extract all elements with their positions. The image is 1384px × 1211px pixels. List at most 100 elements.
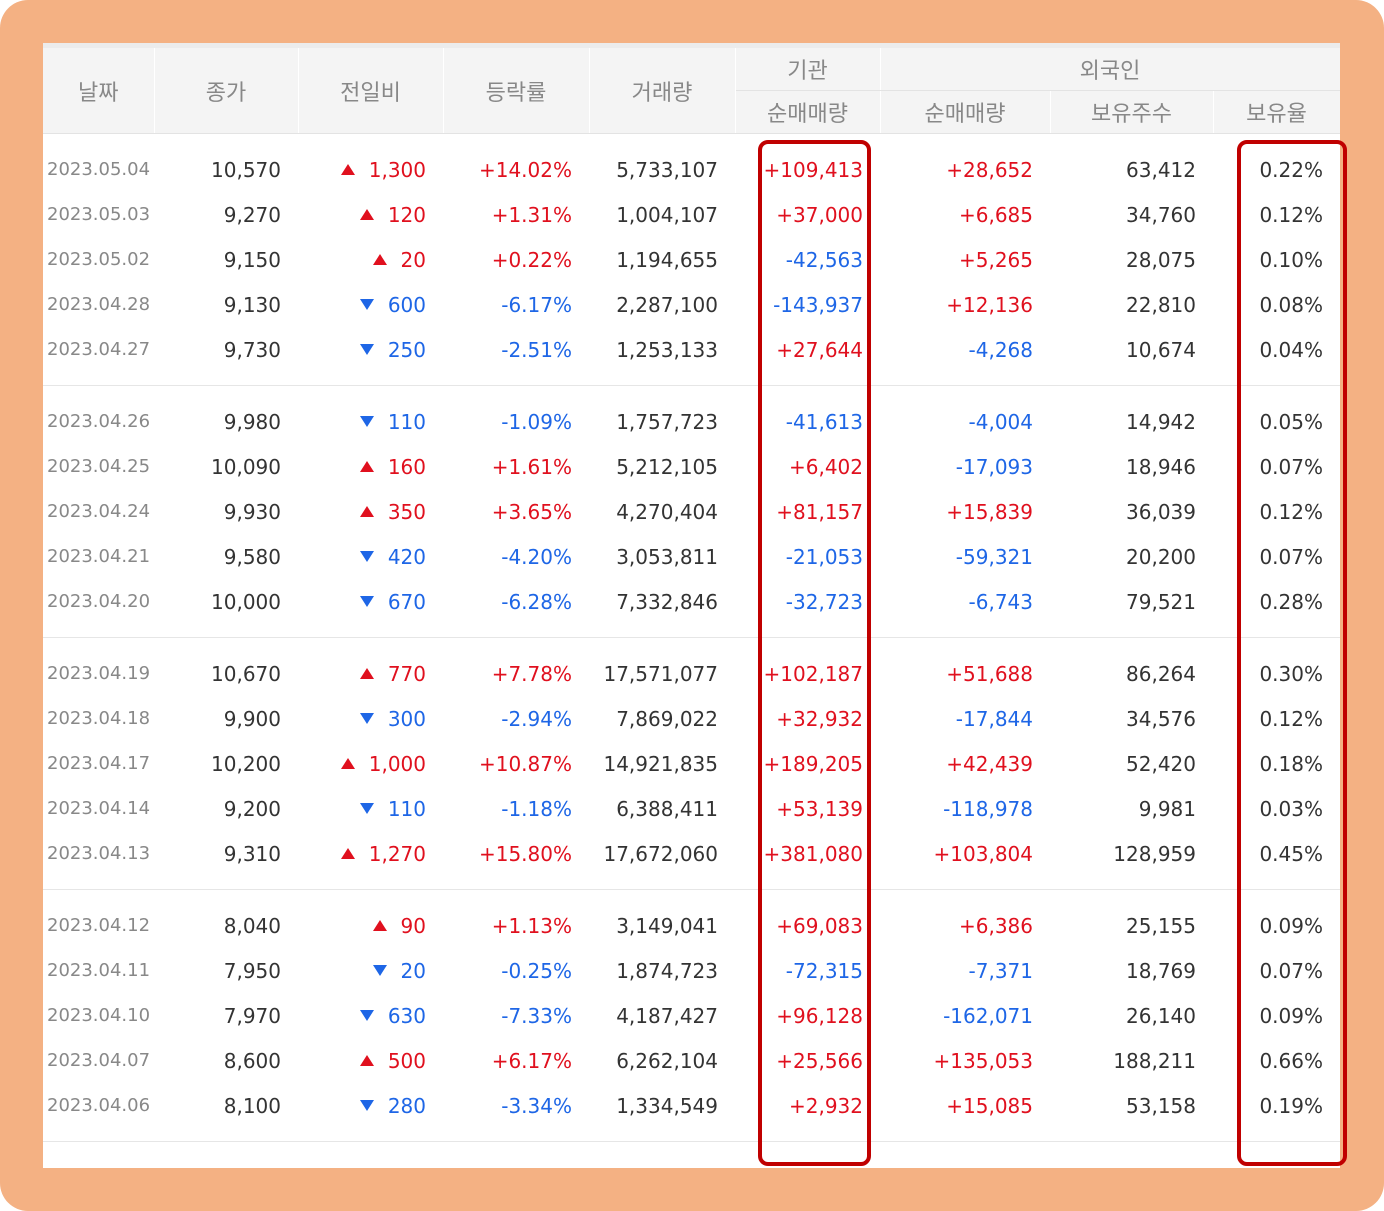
- cell-foreign-shares: 63,412: [1126, 157, 1196, 182]
- header-foreign: 외국인: [880, 48, 1340, 91]
- cell-volume: 1,874,723: [616, 958, 718, 983]
- cell-close: 10,000: [211, 589, 281, 614]
- header-rate: 등락률: [443, 48, 590, 134]
- cell-institution-net: +6,402: [788, 454, 863, 479]
- cell-foreign-net: +103,804: [933, 841, 1033, 866]
- triangle-up-icon: [372, 253, 387, 265]
- change-value: 350: [387, 499, 426, 524]
- cell-foreign-net: +135,053: [933, 1048, 1033, 1073]
- cell-change: 420: [298, 534, 443, 579]
- cell-date: 2023.05.02: [47, 249, 151, 270]
- cell-close: 9,150: [223, 247, 281, 272]
- cell-volume: 1,334,549: [616, 1093, 718, 1118]
- cell-foreign-net: -118,978: [943, 796, 1033, 821]
- triangle-up-icon: [340, 757, 355, 769]
- change-value: 90: [400, 913, 426, 938]
- cell-rate: +14.02%: [478, 157, 572, 182]
- triangle-up-icon: [359, 505, 374, 517]
- cell-change: 20: [298, 948, 443, 993]
- cell-rate: +1.13%: [491, 913, 572, 938]
- triangle-down-icon: [359, 802, 374, 814]
- cell-foreign-ratio: 0.12%: [1259, 202, 1323, 227]
- cell-date: 2023.04.19: [47, 663, 151, 684]
- cell-volume: 2,287,100: [616, 292, 718, 317]
- table-row: 2023.04.11 7,950 20 -0.25% 1,874,723 -72,315 -…: [43, 948, 1340, 993]
- change-value: 600: [387, 292, 426, 317]
- cell-foreign-net: +5,265: [958, 247, 1033, 272]
- table-row: 2023.04.21 9,580 420 -4.20% 3,053,811 -21,053…: [43, 534, 1340, 579]
- cell-close: 9,580: [223, 544, 281, 569]
- cell-close: 10,570: [211, 157, 281, 182]
- cell-institution-net: -41,613: [785, 409, 863, 434]
- table-row: 2023.04.13 9,310 1,270 +15.80% 17,672,060 +38…: [43, 831, 1340, 876]
- header-close: 종가: [154, 48, 299, 134]
- cell-foreign-shares: 9,981: [1138, 796, 1196, 821]
- cell-date: 2023.04.28: [47, 294, 151, 315]
- cell-date: 2023.04.27: [47, 339, 151, 360]
- table-row: 2023.04.07 8,600 500 +6.17% 6,262,104 +25,566…: [43, 1038, 1340, 1083]
- cell-date: 2023.04.11: [47, 960, 151, 981]
- table-header: 날짜 종가 전일비 등락률 거래량 기관 외국인 순매매량 순매매량 보유주수 …: [43, 43, 1340, 134]
- cell-rate: +1.31%: [491, 202, 572, 227]
- cell-volume: 1,757,723: [616, 409, 718, 434]
- cell-close: 9,310: [223, 841, 281, 866]
- change-value: 120: [387, 202, 426, 227]
- cell-rate: -4.20%: [501, 544, 572, 569]
- cell-foreign-ratio: 0.28%: [1259, 589, 1323, 614]
- table-row: 2023.04.06 8,100 280 -3.34% 1,334,549 +2,932 +…: [43, 1083, 1340, 1128]
- cell-foreign-net: +28,652: [946, 157, 1033, 182]
- table-row: 2023.04.10 7,970 630 -7.33% 4,187,427 +96,128…: [43, 993, 1340, 1038]
- table-row: 2023.04.20 10,000 670 -6.28% 7,332,846 -32,72…: [43, 579, 1340, 624]
- cell-foreign-net: +42,439: [946, 751, 1033, 776]
- cell-close: 8,600: [223, 1048, 281, 1073]
- cell-change: 250: [298, 327, 443, 372]
- cell-rate: +1.61%: [491, 454, 572, 479]
- investor-trading-table-panel: 날짜 종가 전일비 등락률 거래량 기관 외국인 순매매량 순매매량 보유주수 …: [43, 43, 1340, 1168]
- triangle-up-icon: [340, 163, 355, 175]
- cell-date: 2023.04.20: [47, 591, 151, 612]
- cell-institution-net: +109,413: [763, 157, 863, 182]
- change-value: 420: [387, 544, 426, 569]
- cell-institution-net: +69,083: [776, 913, 863, 938]
- cell-volume: 7,869,022: [616, 706, 718, 731]
- table-row: 2023.05.03 9,270 120 +1.31% 1,004,107 +37,000…: [43, 192, 1340, 237]
- cell-rate: -2.51%: [501, 337, 572, 362]
- triangle-down-icon: [359, 1099, 374, 1111]
- change-value: 250: [387, 337, 426, 362]
- triangle-down-icon: [359, 298, 374, 310]
- cell-institution-net: +96,128: [776, 1003, 863, 1028]
- cell-foreign-net: +12,136: [946, 292, 1033, 317]
- cell-date: 2023.04.26: [47, 411, 151, 432]
- table-row: 2023.05.02 9,150 20 +0.22% 1,194,655 -42,563 +…: [43, 237, 1340, 282]
- cell-change: 110: [298, 399, 443, 444]
- cell-close: 9,980: [223, 409, 281, 434]
- cell-date: 2023.04.18: [47, 708, 151, 729]
- header-institution-net: 순매매량: [735, 90, 881, 134]
- cell-close: 7,970: [223, 1003, 281, 1028]
- cell-foreign-shares: 18,769: [1126, 958, 1196, 983]
- triangle-up-icon: [372, 919, 387, 931]
- cell-change: 160: [298, 444, 443, 489]
- triangle-down-icon: [359, 595, 374, 607]
- cell-volume: 5,212,105: [616, 454, 718, 479]
- triangle-up-icon: [359, 460, 374, 472]
- cell-volume: 6,262,104: [616, 1048, 718, 1073]
- cell-date: 2023.04.10: [47, 1005, 151, 1026]
- cell-foreign-ratio: 0.12%: [1259, 706, 1323, 731]
- table-row: 2023.04.26 9,980 110 -1.09% 1,757,723 -41,613…: [43, 399, 1340, 444]
- table-row: 2023.04.28 9,130 600 -6.17% 2,287,100 -143,93…: [43, 282, 1340, 327]
- cell-institution-net: -32,723: [785, 589, 863, 614]
- group-divider: [43, 1141, 1340, 1142]
- change-value: 300: [387, 706, 426, 731]
- cell-foreign-ratio: 0.45%: [1259, 841, 1323, 866]
- cell-change: 110: [298, 786, 443, 831]
- cell-foreign-net: -17,093: [955, 454, 1033, 479]
- cell-foreign-net: -7,371: [968, 958, 1033, 983]
- cell-rate: +6.17%: [491, 1048, 572, 1073]
- cell-volume: 17,571,077: [603, 661, 718, 686]
- cell-change: 600: [298, 282, 443, 327]
- cell-foreign-ratio: 0.19%: [1259, 1093, 1323, 1118]
- cell-rate: -6.28%: [501, 589, 572, 614]
- table-row: 2023.04.19 10,670 770 +7.78% 17,571,077 +102,…: [43, 651, 1340, 696]
- group-spacer: [43, 638, 1340, 651]
